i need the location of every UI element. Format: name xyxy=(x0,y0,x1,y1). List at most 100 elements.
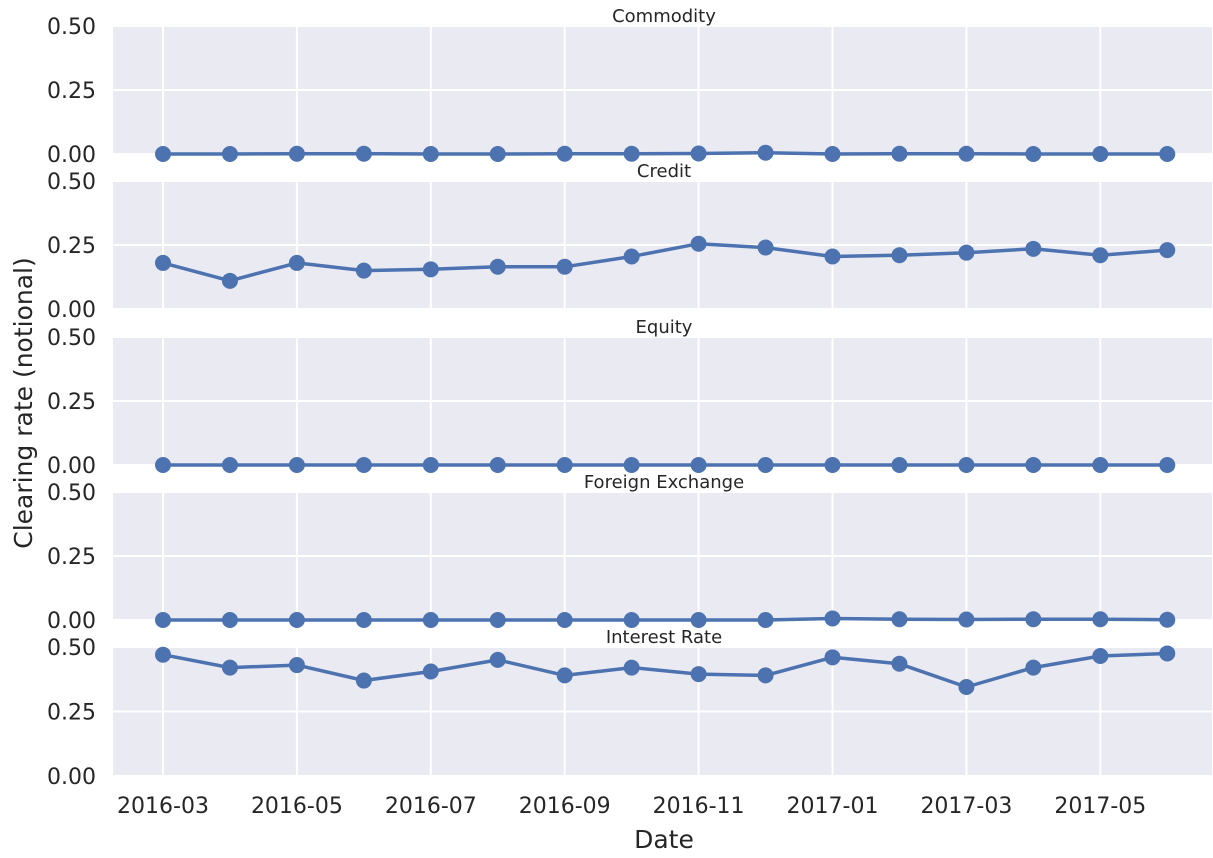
data-point xyxy=(221,146,238,162)
data-point xyxy=(155,612,171,628)
data-point xyxy=(422,146,439,162)
data-point xyxy=(221,457,238,473)
data-point xyxy=(824,146,841,162)
panel-foreign-exchange: 0.00 0.25 0.50 Foreign Exchange xyxy=(47,472,1212,634)
data-point xyxy=(1159,645,1176,662)
y-tick-label: 0.25 xyxy=(47,545,96,570)
data-point xyxy=(355,457,372,473)
data-point xyxy=(690,612,707,628)
x-tick-label: 2017-01 xyxy=(787,794,879,819)
y-tick-label: 0.50 xyxy=(47,326,96,351)
y-tick-label: 0.25 xyxy=(47,234,96,259)
data-point xyxy=(757,457,774,473)
data-point xyxy=(891,655,908,672)
y-tick-label: 0.25 xyxy=(47,701,96,726)
data-point xyxy=(422,457,439,473)
panel-credit: 0.00 0.25 0.50 Credit xyxy=(47,161,1212,323)
data-point xyxy=(489,612,506,628)
panel-equity: 0.00 0.25 0.50 Equity xyxy=(47,317,1212,479)
data-point xyxy=(155,646,171,663)
data-point xyxy=(288,612,305,628)
y-tick-label: 0.00 xyxy=(47,298,96,323)
data-point xyxy=(221,272,238,289)
data-point xyxy=(891,611,908,628)
data-point xyxy=(288,657,305,674)
data-point xyxy=(1159,146,1176,162)
y-tick-label: 0.00 xyxy=(47,454,96,479)
panel-interest-rate: 0.00 0.25 0.50 Interest Rate xyxy=(47,627,1212,790)
data-point xyxy=(1025,611,1042,628)
data-point xyxy=(958,611,975,628)
y-tick-label: 0.50 xyxy=(47,170,96,195)
data-point xyxy=(155,146,171,162)
data-point xyxy=(1092,648,1109,665)
y-tick-label: 0.50 xyxy=(47,15,96,40)
x-tick-label: 2016-05 xyxy=(251,794,343,819)
y-tick-label: 0.25 xyxy=(47,390,96,415)
data-point xyxy=(556,457,573,473)
y-tick-label: 0.50 xyxy=(47,481,96,506)
data-point xyxy=(824,649,841,666)
data-point xyxy=(757,239,774,256)
panel-title: Foreign Exchange xyxy=(584,472,744,493)
data-point xyxy=(690,666,707,683)
data-point xyxy=(623,457,640,473)
data-point xyxy=(690,235,707,252)
data-point xyxy=(824,248,841,265)
data-point xyxy=(757,667,774,684)
data-point xyxy=(891,247,908,264)
data-point xyxy=(288,457,305,473)
data-point xyxy=(288,254,305,271)
y-tick-label: 0.00 xyxy=(47,765,96,790)
series-line xyxy=(163,616,1168,622)
data-point xyxy=(1025,146,1042,162)
data-point xyxy=(489,651,506,668)
data-point xyxy=(1092,146,1109,162)
data-point xyxy=(155,457,171,473)
panel-title: Commodity xyxy=(612,6,716,27)
data-point xyxy=(221,612,238,628)
data-point xyxy=(623,612,640,628)
data-point xyxy=(1025,457,1042,473)
data-point xyxy=(489,457,506,473)
data-point xyxy=(958,457,975,473)
y-tick-label: 0.50 xyxy=(47,636,96,661)
data-point xyxy=(1025,240,1042,257)
data-point xyxy=(824,457,841,473)
data-point xyxy=(623,248,640,265)
panel-title: Credit xyxy=(637,161,691,182)
data-point xyxy=(355,612,372,628)
data-point xyxy=(891,145,908,162)
data-point xyxy=(1092,611,1109,628)
data-point xyxy=(288,145,305,162)
data-point xyxy=(1159,457,1176,473)
panel-title: Interest Rate xyxy=(606,627,722,648)
series-line xyxy=(162,651,1168,689)
data-point xyxy=(824,610,841,627)
x-tick-label: 2016-07 xyxy=(385,794,477,819)
data-point xyxy=(623,145,640,162)
series-line xyxy=(162,241,1168,283)
x-tick-label: 2016-09 xyxy=(519,794,611,819)
data-point xyxy=(221,659,238,676)
panel-title: Equity xyxy=(636,317,693,338)
data-point xyxy=(355,145,372,162)
data-point xyxy=(1025,659,1042,676)
data-point xyxy=(1092,457,1109,473)
data-point xyxy=(155,254,171,271)
data-point xyxy=(958,678,975,695)
data-point xyxy=(556,612,573,628)
data-point xyxy=(422,663,439,680)
data-point xyxy=(690,457,707,473)
x-tick-label: 2017-05 xyxy=(1054,794,1146,819)
data-point xyxy=(489,146,506,162)
data-point xyxy=(422,261,439,278)
data-point xyxy=(355,672,372,689)
series-line xyxy=(163,150,1168,156)
y-tick-label: 0.25 xyxy=(47,79,96,104)
data-point xyxy=(1159,242,1176,259)
y-axis-label: Clearing rate (notional) xyxy=(9,257,38,549)
y-tick-label: 0.00 xyxy=(47,609,96,634)
